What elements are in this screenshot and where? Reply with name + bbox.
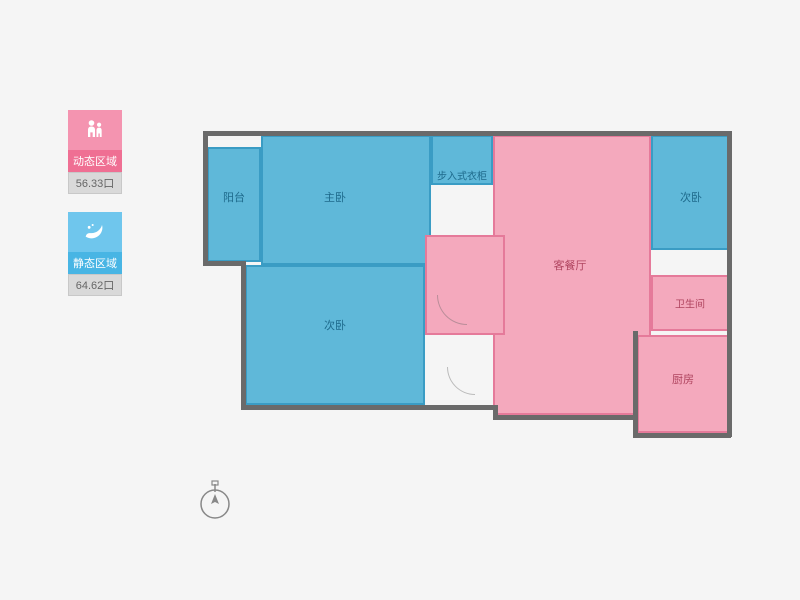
legend-static-label: 静态区域	[68, 252, 122, 274]
room-master	[261, 135, 431, 265]
floorplan: 阳台主卧步入式衣柜客餐厅次卧次卧卫生间厨房	[197, 125, 737, 445]
legend: 动态区域 56.33口 静态区域 64.62口	[68, 110, 122, 314]
door-arc	[447, 367, 475, 395]
legend-static: 静态区域 64.62口	[68, 212, 122, 296]
room-label-living: 客餐厅	[554, 257, 587, 273]
room-living	[493, 135, 651, 415]
people-icon	[68, 110, 122, 150]
legend-dynamic-label: 动态区域	[68, 150, 122, 172]
wall-segment	[203, 261, 245, 266]
room-label-bed2_bot: 次卧	[324, 317, 346, 333]
wall-segment	[727, 131, 732, 437]
wall-segment	[633, 331, 638, 437]
room-label-kitchen: 厨房	[672, 371, 694, 387]
room-label-balcony: 阳台	[223, 189, 245, 205]
room-label-closet: 步入式衣柜	[437, 168, 487, 183]
room-bed2_bot	[245, 265, 425, 405]
wall-segment	[203, 131, 208, 265]
legend-static-value: 64.62口	[68, 274, 122, 296]
wall-segment	[241, 261, 246, 409]
wall-segment	[203, 131, 731, 136]
room-label-master: 主卧	[324, 189, 346, 205]
room-label-bath: 卫生间	[675, 296, 705, 311]
wall-segment	[493, 415, 637, 420]
room-label-bed2_top: 次卧	[680, 189, 702, 205]
sleep-icon	[68, 212, 122, 252]
wall-segment	[633, 433, 731, 438]
wall-segment	[241, 405, 497, 410]
legend-dynamic: 动态区域 56.33口	[68, 110, 122, 194]
compass-icon	[195, 480, 235, 525]
legend-dynamic-value: 56.33口	[68, 172, 122, 194]
